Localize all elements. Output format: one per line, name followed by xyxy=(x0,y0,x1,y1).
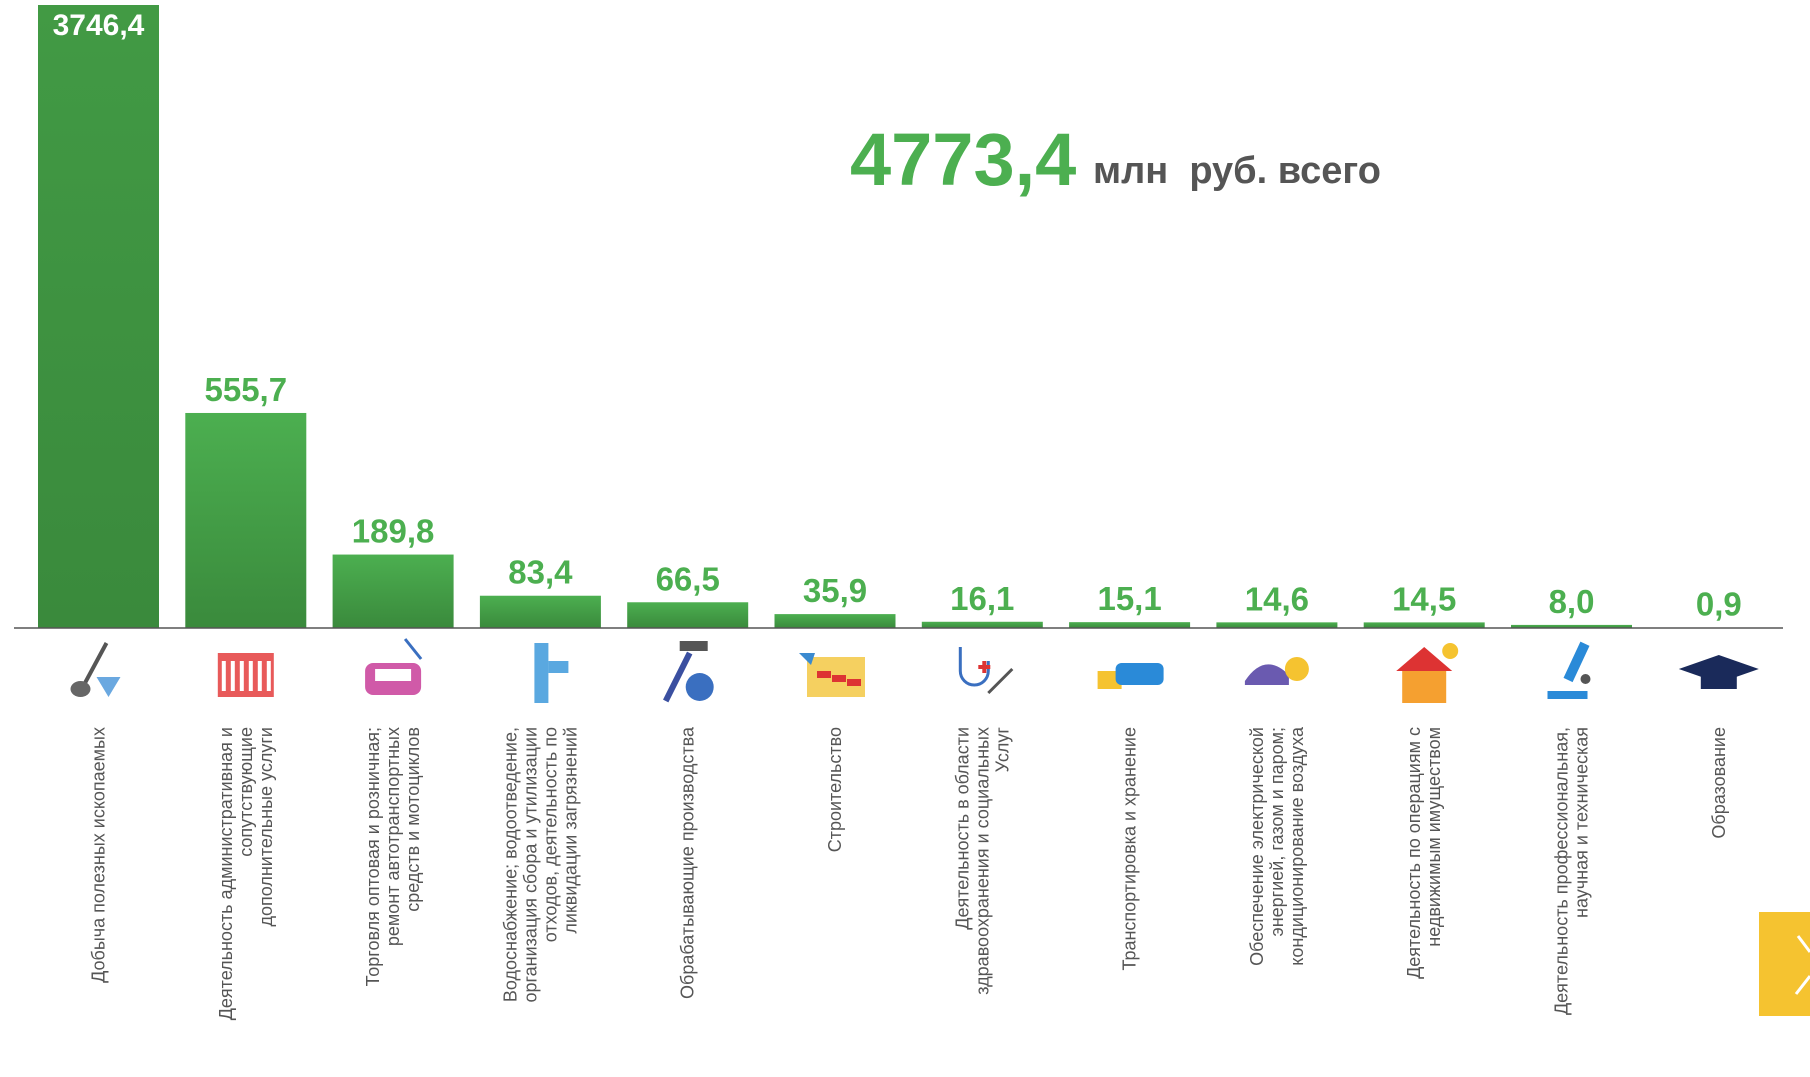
icon-part xyxy=(70,681,91,697)
icon-part xyxy=(663,651,693,703)
bar xyxy=(1363,622,1485,628)
icon-part xyxy=(1580,674,1591,684)
icon-part xyxy=(266,661,271,691)
bar xyxy=(1216,622,1338,628)
icon-part xyxy=(239,661,244,691)
value-label: 3746,4 xyxy=(53,9,145,42)
icon-part xyxy=(375,669,412,681)
icon-part xyxy=(534,643,549,703)
bar xyxy=(774,614,896,628)
category-label: Деятельность профессиональная,научная и … xyxy=(1552,727,1592,1015)
bar xyxy=(332,554,454,628)
category-icon xyxy=(1097,663,1164,689)
category-icon xyxy=(1547,641,1591,699)
value-label: 15,1 xyxy=(1097,580,1161,617)
icon-part xyxy=(221,661,226,691)
icon-part xyxy=(958,647,990,687)
icon-part xyxy=(257,661,262,691)
category-icon xyxy=(958,647,1014,695)
category-label: Строительство xyxy=(825,727,845,852)
icon-part xyxy=(1284,657,1309,681)
icon-part xyxy=(248,661,253,691)
total-value: 4773,4 xyxy=(850,118,1076,201)
icon-part xyxy=(1244,664,1289,685)
icon-part xyxy=(96,677,121,697)
category-label: Деятельность по операциям снедвижимым им… xyxy=(1404,727,1444,979)
icon-part xyxy=(832,675,846,682)
category-icon xyxy=(1244,657,1309,685)
bar xyxy=(1511,624,1632,628)
value-label: 83,4 xyxy=(508,554,573,591)
category-label: Обрабатывающие производства xyxy=(678,726,698,999)
category-label: Водоснабжение; водоотведение,организация… xyxy=(500,727,580,1003)
icon-part xyxy=(685,673,714,701)
icon-part xyxy=(548,661,569,673)
value-label: 66,5 xyxy=(656,560,720,597)
bar xyxy=(921,621,1043,628)
icon-part xyxy=(1115,663,1164,685)
icon-part xyxy=(847,679,861,686)
category-icon xyxy=(70,642,121,697)
next-button[interactable] xyxy=(1759,912,1810,1016)
value-label: 0,9 xyxy=(1696,586,1742,623)
category-label: Транспортировка и хранение xyxy=(1120,727,1140,971)
icon-part xyxy=(230,661,235,691)
value-label: 189,8 xyxy=(352,513,435,550)
category-icon xyxy=(217,653,274,697)
category-icon xyxy=(534,643,569,703)
icon-part xyxy=(982,661,987,673)
bars xyxy=(38,5,1780,629)
icon-part xyxy=(817,671,831,678)
icon-part xyxy=(1396,647,1453,671)
category-icon xyxy=(663,641,714,703)
icon-part xyxy=(799,653,815,665)
value-label: 16,1 xyxy=(950,580,1014,617)
category-label: Деятельность административная исопутству… xyxy=(216,727,276,1020)
bar xyxy=(185,412,307,628)
category-icon xyxy=(1678,655,1759,689)
icon-part xyxy=(1547,691,1588,699)
total-unit: млн руб. всего xyxy=(1093,150,1381,192)
category-label: Добыча полезных ископаемых xyxy=(89,727,109,983)
bar xyxy=(1069,622,1191,628)
category-label: Торговля оптовая и розничная;ремонт авто… xyxy=(363,727,423,986)
category-icon xyxy=(799,653,865,697)
icon-part xyxy=(1402,671,1447,703)
icon-part xyxy=(1442,643,1459,659)
category-label: Образование xyxy=(1709,727,1729,839)
category-label: Деятельность в областиздравоохранения и … xyxy=(952,727,1012,995)
icon-part xyxy=(987,667,1014,695)
icon-part xyxy=(1563,641,1590,683)
value-label: 35,9 xyxy=(803,572,867,609)
bar xyxy=(38,5,159,629)
icon-part xyxy=(217,653,274,697)
icon-part xyxy=(679,641,708,651)
value-label: 8,0 xyxy=(1549,583,1595,620)
category-icon xyxy=(1396,643,1459,703)
value-label: 14,5 xyxy=(1392,580,1456,617)
bar xyxy=(627,602,749,628)
category-label: Обеспечение электрическойэнергией, газом… xyxy=(1247,726,1307,966)
value-label: 555,7 xyxy=(205,371,288,408)
bar xyxy=(479,595,601,628)
icon-part xyxy=(1678,655,1759,683)
value-label: 14,6 xyxy=(1245,580,1309,617)
category-icon xyxy=(365,638,423,695)
icon-part xyxy=(1700,675,1737,689)
icon-part xyxy=(403,638,423,660)
